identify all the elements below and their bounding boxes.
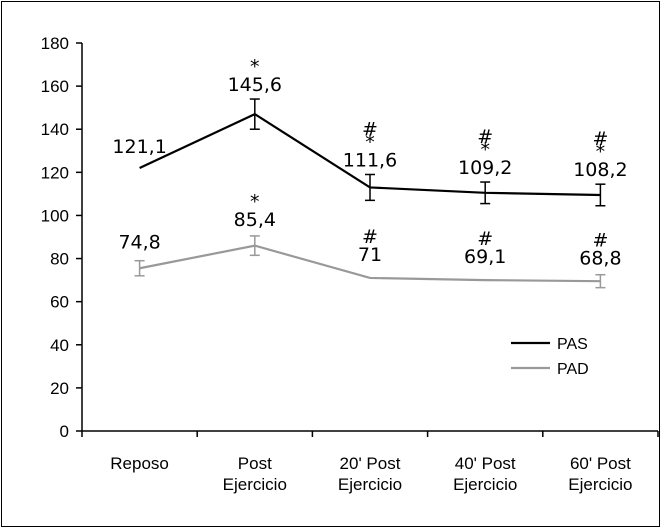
significance-hash: # — [362, 118, 378, 140]
data-label-pas: 121,1 — [112, 136, 166, 158]
y-tick-label: 80 — [50, 250, 69, 269]
data-label-pad: 74,8 — [118, 232, 160, 254]
significance-hash: # — [592, 230, 608, 252]
y-tick-label: 20 — [50, 379, 69, 398]
y-tick-label: 160 — [41, 77, 69, 96]
x-tick-label: 40' Post — [455, 454, 516, 473]
x-tick-label: Reposo — [110, 454, 169, 473]
y-tick-label: 140 — [41, 120, 69, 139]
significance-asterisk: * — [250, 191, 260, 213]
x-tick-label: Ejercicio — [338, 475, 402, 494]
y-tick-label: 60 — [50, 293, 69, 312]
y-tick-label: 100 — [41, 206, 69, 225]
y-tick-label: 40 — [50, 336, 69, 355]
legend-label-pas: PAS — [557, 336, 588, 353]
significance-hash: # — [592, 128, 608, 150]
legend-label-pad: PAD — [557, 361, 589, 378]
y-tick-label: 180 — [41, 34, 69, 53]
data-label-pas: 109,2 — [458, 157, 512, 179]
data-label-pad: 68,8 — [579, 248, 621, 270]
x-tick-label: 60' Post — [570, 454, 631, 473]
x-tick-label: Ejercicio — [568, 475, 632, 494]
data-label-pas: 108,2 — [573, 159, 627, 181]
significance-asterisk: * — [365, 131, 375, 153]
series-line-pad — [139, 244, 601, 283]
y-tick-label: 0 — [60, 422, 69, 441]
data-label-pas: 145,6 — [228, 74, 282, 96]
significance-asterisk: * — [596, 141, 606, 163]
x-tick-label: 20' Post — [340, 454, 401, 473]
data-label-pad: 71 — [358, 244, 382, 266]
x-tick-label: Post — [238, 454, 272, 473]
y-tick-label: 120 — [41, 163, 69, 182]
x-tick-label: Ejercicio — [453, 475, 517, 494]
data-label-pas: 111,6 — [343, 149, 397, 171]
significance-hash: # — [477, 228, 493, 250]
data-label-pad: 85,4 — [234, 209, 276, 231]
significance-asterisk: * — [480, 139, 490, 161]
significance-asterisk: * — [250, 56, 260, 78]
data-label-pad: 69,1 — [464, 246, 506, 268]
significance-hash: # — [477, 126, 493, 148]
x-tick-label: Ejercicio — [223, 475, 287, 494]
significance-hash: # — [362, 226, 378, 248]
